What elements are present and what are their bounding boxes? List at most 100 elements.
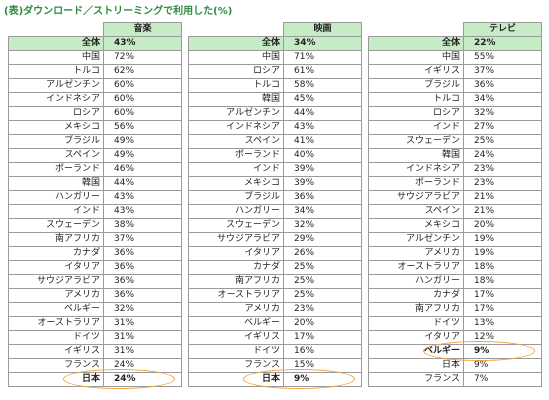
country-cell: ベルギー	[368, 344, 464, 359]
country-cell: フランス	[188, 358, 284, 373]
table-row: インド 39%	[188, 162, 362, 177]
table-row: トルコ 58%	[188, 78, 362, 93]
table-row: ポーランド 23%	[368, 176, 542, 191]
value-cell: 9%	[463, 344, 542, 359]
country-cell: ロシア	[368, 106, 464, 121]
value-cell: 36%	[283, 190, 362, 205]
table-row: ハンガリー 43%	[8, 190, 182, 205]
country-cell: イギリス	[188, 330, 284, 345]
country-cell: アメリカ	[368, 246, 464, 261]
table-row: イギリス 31%	[8, 344, 182, 359]
value-cell: 62%	[103, 64, 182, 79]
table-row: ベルギー 32%	[8, 302, 182, 317]
country-cell: サウジアラビア	[368, 190, 464, 205]
table-row: ハンガリー 18%	[368, 274, 542, 289]
value-cell: 21%	[463, 204, 542, 219]
value-cell: 17%	[463, 288, 542, 303]
table-row: サウジアラビア 29%	[188, 232, 362, 247]
country-cell: カナダ	[368, 288, 464, 303]
value-cell: 9%	[463, 358, 542, 373]
value-cell: 36%	[463, 78, 542, 93]
table-row: スウェーデン 38%	[8, 218, 182, 233]
table-row: アメリカ 19%	[368, 246, 542, 261]
value-cell: 32%	[283, 218, 362, 233]
value-cell: 60%	[103, 106, 182, 121]
country-cell: 韓国	[188, 92, 284, 107]
table-row: スペイン 21%	[368, 204, 542, 219]
table-row: 全体 34%	[188, 36, 362, 51]
value-cell: 31%	[103, 316, 182, 331]
country-cell: イギリス	[368, 64, 464, 79]
value-cell: 58%	[283, 78, 362, 93]
value-cell: 16%	[283, 344, 362, 359]
value-cell: 23%	[463, 176, 542, 191]
country-cell: イタリア	[188, 246, 284, 261]
country-cell: アルゼンチン	[188, 106, 284, 121]
country-cell: アルゼンチン	[368, 232, 464, 247]
table-row: インド 27%	[368, 120, 542, 135]
country-cell: アメリカ	[188, 302, 284, 317]
country-cell: メキシコ	[368, 218, 464, 233]
value-cell: 49%	[103, 134, 182, 149]
country-cell: 韓国	[8, 176, 104, 191]
table-row: オーストラリア 31%	[8, 316, 182, 331]
table-row: インドネシア 43%	[188, 120, 362, 135]
country-cell: 全体	[368, 36, 464, 51]
table-row: トルコ 62%	[8, 64, 182, 79]
table-row: オーストラリア 25%	[188, 288, 362, 303]
value-cell: 38%	[103, 218, 182, 233]
country-cell: インドネシア	[368, 162, 464, 177]
table-row: メキシコ 39%	[188, 176, 362, 191]
table-row: フランス 15%	[188, 358, 362, 373]
value-cell: 31%	[103, 344, 182, 359]
country-cell: ポーランド	[188, 148, 284, 163]
table-row: スペイン 41%	[188, 134, 362, 149]
table-row: 全体 43%	[8, 36, 182, 51]
value-cell: 22%	[463, 36, 542, 51]
table-row: メキシコ 20%	[368, 218, 542, 233]
value-cell: 17%	[283, 330, 362, 345]
table-row: 日本 24%	[8, 372, 182, 387]
country-cell: インド	[8, 204, 104, 219]
value-cell: 26%	[283, 246, 362, 261]
value-cell: 56%	[103, 120, 182, 135]
table-row: イギリス 37%	[368, 64, 542, 79]
header-cell: 音楽	[103, 22, 182, 37]
country-cell: インドネシア	[188, 120, 284, 135]
country-cell: 韓国	[368, 148, 464, 163]
value-cell: 20%	[283, 316, 362, 331]
value-cell: 7%	[463, 372, 542, 387]
value-cell: 45%	[283, 92, 362, 107]
table-row: スウェーデン 32%	[188, 218, 362, 233]
table-row: サウジアラビア 36%	[8, 274, 182, 289]
country-cell: スペイン	[368, 204, 464, 219]
table-row: ロシア 32%	[368, 106, 542, 121]
country-cell: ブラジル	[368, 78, 464, 93]
value-cell: 43%	[103, 36, 182, 51]
country-cell: アルゼンチン	[8, 78, 104, 93]
country-cell: 南アフリカ	[188, 274, 284, 289]
value-cell: 18%	[463, 274, 542, 289]
value-cell: 24%	[103, 358, 182, 373]
table-row: イタリア 12%	[368, 330, 542, 345]
country-cell: ブラジル	[8, 134, 104, 149]
country-cell: ロシア	[8, 106, 104, 121]
value-cell: 18%	[463, 260, 542, 275]
table-row: スウェーデン 25%	[368, 134, 542, 149]
value-cell: 9%	[283, 372, 362, 387]
table-row: 全体 22%	[368, 36, 542, 51]
value-cell: 24%	[463, 148, 542, 163]
header-blank	[188, 22, 284, 37]
value-cell: 36%	[103, 246, 182, 261]
table-row: イギリス 17%	[188, 330, 362, 345]
country-cell: オーストラリア	[8, 316, 104, 331]
value-cell: 41%	[283, 134, 362, 149]
data-table: 音楽 全体 43% 中国 72% トルコ 62% アルゼンチン 60% インドネシア 60% ロシア 6…	[8, 22, 182, 387]
value-cell: 13%	[463, 316, 542, 331]
country-cell: 中国	[368, 50, 464, 65]
table-row: サウジアラビア 21%	[368, 190, 542, 205]
country-cell: ハンガリー	[8, 190, 104, 205]
value-cell: 25%	[283, 260, 362, 275]
country-cell: スウェーデン	[8, 218, 104, 233]
country-cell: オーストラリア	[368, 260, 464, 275]
